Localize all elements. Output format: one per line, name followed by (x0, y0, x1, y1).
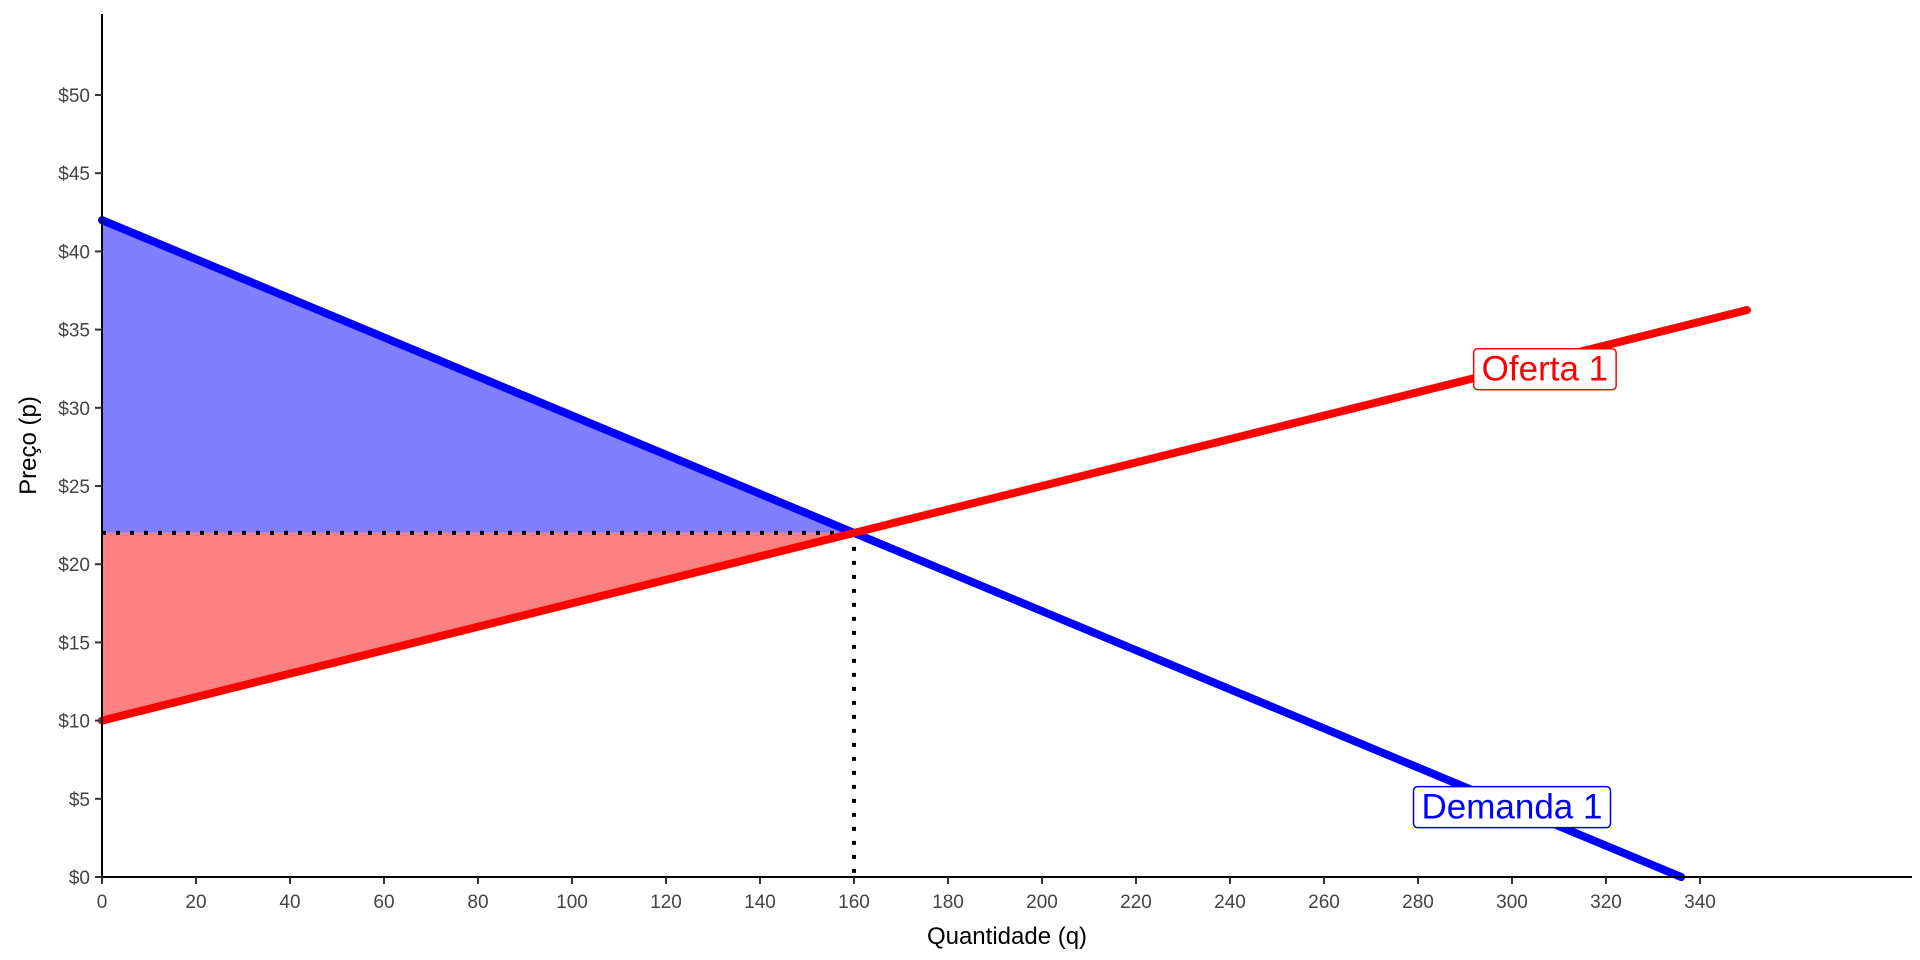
x-tick-label: 60 (373, 892, 394, 913)
x-tick-label: 300 (1496, 892, 1528, 913)
y-tick-label: $0 (69, 868, 90, 889)
y-tick-label: $20 (58, 555, 90, 576)
x-tick-label: 100 (556, 892, 588, 913)
label-box (1412, 785, 1612, 829)
x-tick-label: 120 (650, 892, 682, 913)
x-tick-label: 340 (1684, 892, 1716, 913)
x-tick-label: 80 (467, 892, 488, 913)
x-tick-label: 240 (1214, 892, 1246, 913)
x-tick-label: 40 (279, 892, 300, 913)
x-tick-label: 220 (1120, 892, 1152, 913)
oferta-1-curve (98, 306, 1751, 725)
y-tick-label: $25 (58, 477, 90, 498)
axes: 0 20 40 60 80 100 120 140 160 180 200 220 240 260 280 3… (58, 14, 1912, 913)
label-box (1472, 347, 1617, 391)
label-text: Oferta 1 (1482, 350, 1608, 389)
y-tick-label: $30 (58, 399, 90, 420)
surplus-areas (102, 220, 854, 721)
x-tick-label: 160 (838, 892, 870, 913)
x-tick-label: 320 (1590, 892, 1622, 913)
x-axis-title: Quantidade (q) (927, 923, 1087, 950)
demanda-1-label: Demanda 1 (1412, 785, 1612, 829)
y-tick-label: $35 (58, 321, 90, 342)
equilibrium-guides (102, 530, 856, 877)
curves (98, 216, 1751, 881)
y-tick-label: $50 (58, 86, 90, 107)
y-tick-label: $10 (58, 712, 90, 733)
x-tick-label: 20 (185, 892, 206, 913)
oferta-1-label: Oferta 1 (1472, 347, 1617, 391)
y-tick-label: $45 (58, 164, 90, 185)
x-tick-label: 180 (932, 892, 964, 913)
x-tick-label: 200 (1026, 892, 1058, 913)
y-tick-label: $40 (58, 242, 90, 263)
y-tick-label: $15 (58, 633, 90, 654)
x-tick-label: 280 (1402, 892, 1434, 913)
curve-labels: Oferta 1 Demanda 1 (1412, 347, 1617, 829)
demanda-1-curve (98, 216, 1686, 881)
x-tick-label: 0 (97, 892, 108, 913)
x-tick-label: 140 (744, 892, 776, 913)
y-tick-label: $5 (69, 790, 90, 811)
y-axis-title: Preço (p) (15, 396, 42, 495)
label-text: Demanda 1 (1422, 788, 1603, 827)
x-tick-label: 260 (1308, 892, 1340, 913)
